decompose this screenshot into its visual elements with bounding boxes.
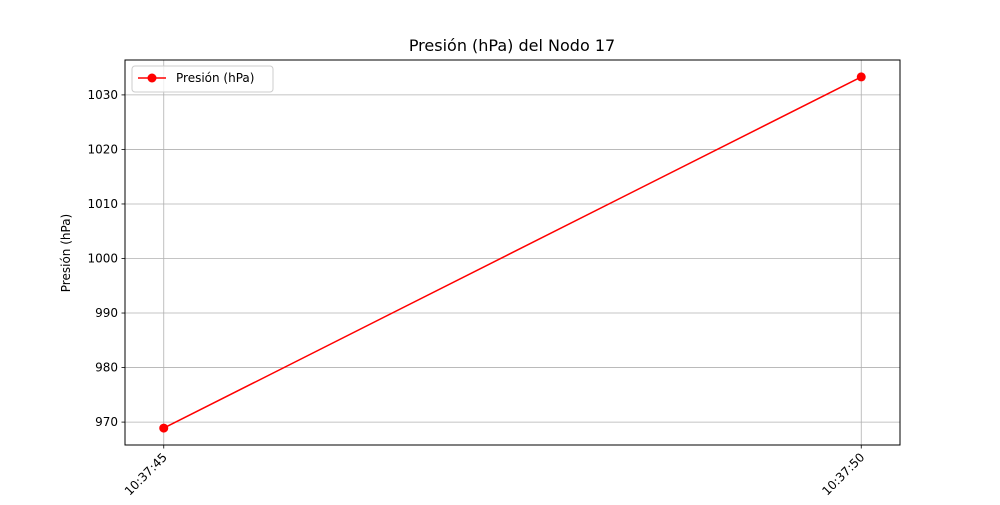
y-tick-label: 980 (95, 361, 118, 375)
grid-lines (125, 60, 900, 445)
y-tick-label: 1010 (87, 197, 118, 211)
y-tick-label: 1000 (87, 251, 118, 265)
plot-area-frame (124, 59, 901, 446)
y-tick-label: 990 (95, 306, 118, 320)
data-point (856, 72, 866, 82)
y-tick-label: 1030 (87, 88, 118, 102)
x-tick-label: 10:37:50 (819, 450, 867, 498)
y-axis-ticks: 970 980 990 1000 1010 1020 1030 (87, 88, 125, 429)
data-point (159, 423, 169, 433)
x-tick-label: 10:37:45 (122, 450, 170, 498)
y-axis-label: Presión (hPa) (59, 214, 73, 292)
x-axis-ticks: 10:37:45 10:37:50 (122, 445, 867, 498)
legend: Presión (hPa) (131, 65, 274, 93)
series-layer (159, 72, 866, 433)
legend-box (131, 65, 274, 93)
y-tick-label: 1020 (87, 142, 118, 156)
series-line (163, 76, 862, 429)
y-tick-label: 970 (95, 415, 118, 429)
legend-label: Presión (hPa) (176, 71, 254, 85)
legend-marker-sample (147, 73, 157, 83)
chart-title: Presión (hPa) del Nodo 17 (409, 36, 615, 55)
